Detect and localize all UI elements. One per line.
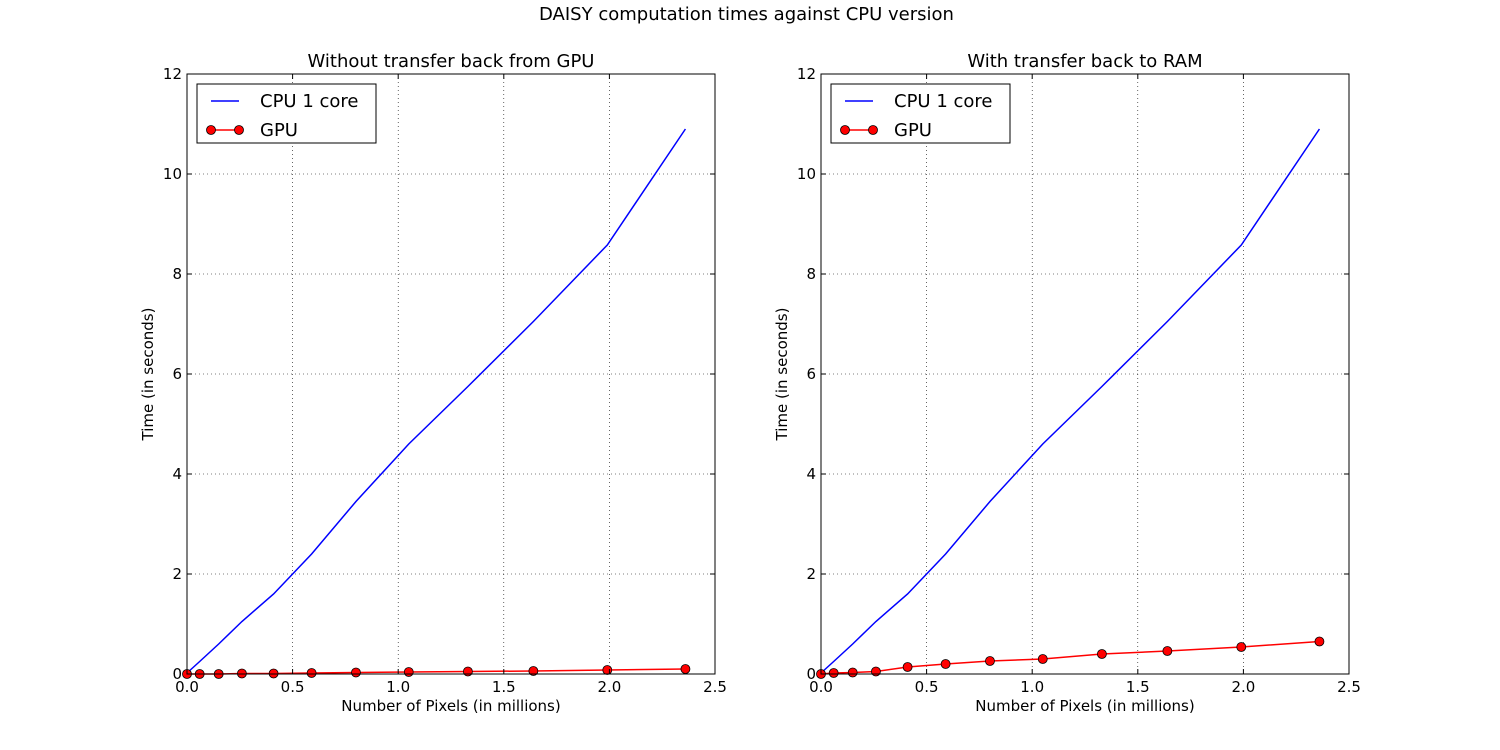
data-point <box>528 666 539 676</box>
y-tick-label: 4 <box>806 465 816 483</box>
series-gpu <box>816 636 1325 679</box>
x-tick-label: 0.5 <box>281 678 305 696</box>
data-point <box>403 667 414 677</box>
y-tick-label: 8 <box>172 265 182 283</box>
data-point <box>1096 649 1107 659</box>
legend: CPU 1 core GPU <box>196 83 377 144</box>
data-point <box>462 666 473 677</box>
data-point <box>306 668 317 678</box>
figure-title: DAISY computation times against CPU vers… <box>539 4 954 25</box>
x-tick-label: 2.0 <box>597 678 621 696</box>
y-tick-label: 8 <box>806 265 816 283</box>
x-tick-label: 0.0 <box>809 678 833 696</box>
data-point <box>1314 636 1325 647</box>
x-tick-label: 0.5 <box>915 678 939 696</box>
legend-label: CPU 1 core <box>260 91 358 112</box>
x-tick-label: 0.0 <box>175 678 199 696</box>
legend-label: CPU 1 core <box>894 91 992 112</box>
data-point <box>902 662 913 672</box>
chart-right: 0.0 0.5 1.0 1.5 2.0 2.5 0 2 4 6 8 10 12 With transfer… <box>773 51 1361 715</box>
y-tick-label: 12 <box>163 65 182 83</box>
x-tick-label: 1.0 <box>1020 678 1044 696</box>
x-tick-label: 2.5 <box>1337 678 1361 696</box>
data-point <box>602 665 613 675</box>
y-tick-label: 6 <box>172 365 182 383</box>
legend-marker <box>234 125 244 135</box>
series-cpu <box>186 128 687 674</box>
data-point <box>680 664 691 674</box>
data-point <box>1236 642 1247 652</box>
legend-box <box>830 83 1011 144</box>
legend: CPU 1 core GPU <box>830 83 1011 144</box>
y-tick-label: 12 <box>797 65 816 83</box>
data-point <box>351 667 361 678</box>
legend-box <box>196 83 377 144</box>
y-tick-label: 2 <box>172 565 182 583</box>
legend-marker <box>206 125 216 135</box>
data-point <box>847 667 858 678</box>
y-tick-label: 0 <box>806 665 816 683</box>
y-tick-label: 0 <box>172 665 182 683</box>
ticks: 0.0 0.5 1.0 1.5 2.0 2.5 0 2 4 6 8 10 12 <box>163 65 727 696</box>
ticks: 0.0 0.5 1.0 1.5 2.0 2.5 0 2 4 6 8 10 12 <box>797 65 1361 696</box>
x-tick-label: 1.5 <box>1126 678 1150 696</box>
y-tick-label: 10 <box>797 165 816 183</box>
chart-left: 0.0 0.5 1.0 1.5 2.0 2.5 0 2 4 6 8 10 12 Without trans… <box>139 51 727 715</box>
y-tick-label: 10 <box>163 165 182 183</box>
x-tick-label: 2.5 <box>703 678 727 696</box>
series-line <box>186 128 687 674</box>
y-tick-label: 4 <box>172 465 182 483</box>
data-point <box>828 668 839 678</box>
series-line <box>820 128 1321 674</box>
legend-label: GPU <box>260 120 298 141</box>
x-tick-label: 1.5 <box>492 678 516 696</box>
y-tick-label: 2 <box>806 565 816 583</box>
x-tick-label: 1.0 <box>386 678 410 696</box>
y-axis-label: Time (in seconds) <box>773 308 791 442</box>
chart-title: With transfer back to RAM <box>967 51 1202 72</box>
data-point <box>871 666 881 677</box>
x-tick-label: 2.0 <box>1231 678 1255 696</box>
series-cpu <box>820 128 1321 674</box>
chart-title: Without transfer back from GPU <box>308 51 595 72</box>
y-tick-label: 6 <box>806 365 816 383</box>
x-axis-label: Number of Pixels (in millions) <box>341 697 560 715</box>
data-point <box>1037 654 1048 664</box>
legend-label: GPU <box>894 120 932 141</box>
data-point <box>940 659 951 669</box>
data-point <box>985 656 995 666</box>
legend-marker <box>840 125 850 135</box>
y-axis-label: Time (in seconds) <box>139 308 157 442</box>
legend-marker <box>868 125 878 135</box>
data-point <box>1162 646 1173 656</box>
x-axis-label: Number of Pixels (in millions) <box>975 697 1194 715</box>
